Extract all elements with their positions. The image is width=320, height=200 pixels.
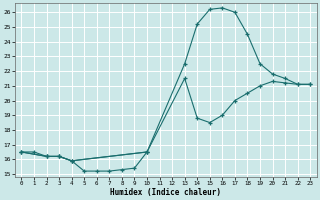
X-axis label: Humidex (Indice chaleur): Humidex (Indice chaleur) [110, 188, 221, 197]
